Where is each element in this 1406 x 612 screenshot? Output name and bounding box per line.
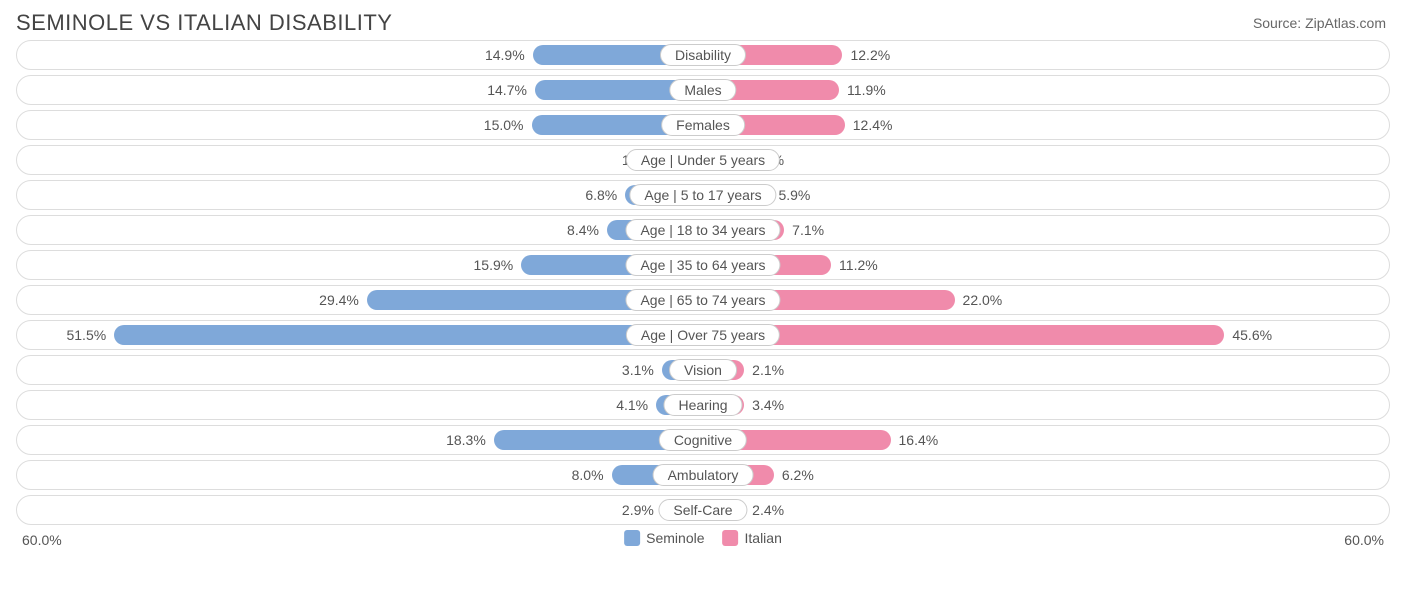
bar-right (703, 325, 1224, 345)
chart-row: 6.8% 5.9%Age | 5 to 17 years (16, 180, 1390, 210)
category-label: Self-Care (658, 499, 747, 521)
chart-row: 4.1% 3.4%Hearing (16, 390, 1390, 420)
value-right: 7.1% (784, 216, 824, 244)
value-left: 8.4% (567, 216, 607, 244)
value-right: 3.4% (744, 391, 784, 419)
category-label: Males (669, 79, 736, 101)
chart-row: 3.1% 2.1% Vision (16, 355, 1390, 385)
value-right: 2.1% (744, 356, 784, 384)
value-right: 11.2% (831, 251, 878, 279)
category-label: Ambulatory (653, 464, 754, 486)
value-right: 22.0% (955, 286, 1003, 314)
value-left: 29.4% (319, 286, 367, 314)
chart-row: 14.9% 12.2% Disability (16, 40, 1390, 70)
chart-row: 8.0% 6.2% Ambulatory (16, 460, 1390, 490)
category-label: Age | Over 75 years (626, 324, 780, 346)
value-left: 51.5% (66, 321, 114, 349)
category-label: Disability (660, 44, 746, 66)
legend-label-right: Italian (745, 530, 782, 546)
category-label: Cognitive (659, 429, 747, 451)
value-left: 15.0% (484, 111, 532, 139)
legend: Seminole Italian (624, 530, 782, 546)
category-label: Age | 35 to 64 years (625, 254, 780, 276)
category-label: Age | 65 to 74 years (625, 289, 780, 311)
chart-title: SEMINOLE VS ITALIAN DISABILITY (16, 10, 392, 36)
chart-footer: 60.0% 60.0% Seminole Italian (0, 530, 1406, 556)
legend-swatch-left (624, 530, 640, 546)
chart-row: 51.5% 45.6% Age | Over 75 years (16, 320, 1390, 350)
header: SEMINOLE VS ITALIAN DISABILITY Source: Z… (0, 0, 1406, 40)
chart-container: SEMINOLE VS ITALIAN DISABILITY Source: Z… (0, 0, 1406, 612)
value-left: 15.9% (474, 251, 522, 279)
value-left: 3.1% (622, 356, 662, 384)
axis-max-left: 60.0% (22, 532, 62, 548)
chart-row: 15.0% 12.4% Females (16, 110, 1390, 140)
value-left: 2.9% (622, 496, 662, 524)
axis-max-right: 60.0% (1344, 532, 1384, 548)
legend-item-left: Seminole (624, 530, 704, 546)
value-right: 11.9% (839, 76, 886, 104)
chart-row: 18.3% 16.4% Cognitive (16, 425, 1390, 455)
category-label: Age | 5 to 17 years (629, 184, 776, 206)
value-right: 12.2% (842, 41, 890, 69)
chart-row: 14.7% 11.9% Males (16, 75, 1390, 105)
value-right: 5.9% (770, 181, 810, 209)
value-right: 6.2% (774, 461, 814, 489)
category-label: Age | Under 5 years (626, 149, 780, 171)
value-left: 6.8% (585, 181, 625, 209)
category-label: Vision (669, 359, 737, 381)
category-label: Hearing (663, 394, 742, 416)
chart-area: 14.9% 12.2% Disability 14.7% 11.9% Males 15.0%… (0, 40, 1406, 525)
source-attribution: Source: ZipAtlas.com (1253, 15, 1386, 31)
value-left: 4.1% (616, 391, 656, 419)
chart-row: 1.6%1.6%Age | Under 5 years (16, 145, 1390, 175)
value-right: 16.4% (891, 426, 939, 454)
chart-row: 2.9% 2.4%Self-Care (16, 495, 1390, 525)
legend-label-left: Seminole (646, 530, 704, 546)
chart-row: 15.9% 11.2% Age | 35 to 64 years (16, 250, 1390, 280)
value-left: 14.7% (487, 76, 535, 104)
chart-row: 29.4% 22.0% Age | 65 to 74 years (16, 285, 1390, 315)
value-right: 2.4% (744, 496, 784, 524)
bar-left (114, 325, 703, 345)
value-left: 18.3% (446, 426, 494, 454)
value-left: 14.9% (485, 41, 533, 69)
value-left: 8.0% (572, 461, 612, 489)
value-right: 45.6% (1224, 321, 1272, 349)
legend-swatch-right (723, 530, 739, 546)
category-label: Age | 18 to 34 years (625, 219, 780, 241)
legend-item-right: Italian (723, 530, 782, 546)
chart-row: 8.4% 7.1%Age | 18 to 34 years (16, 215, 1390, 245)
category-label: Females (661, 114, 745, 136)
value-right: 12.4% (845, 111, 893, 139)
